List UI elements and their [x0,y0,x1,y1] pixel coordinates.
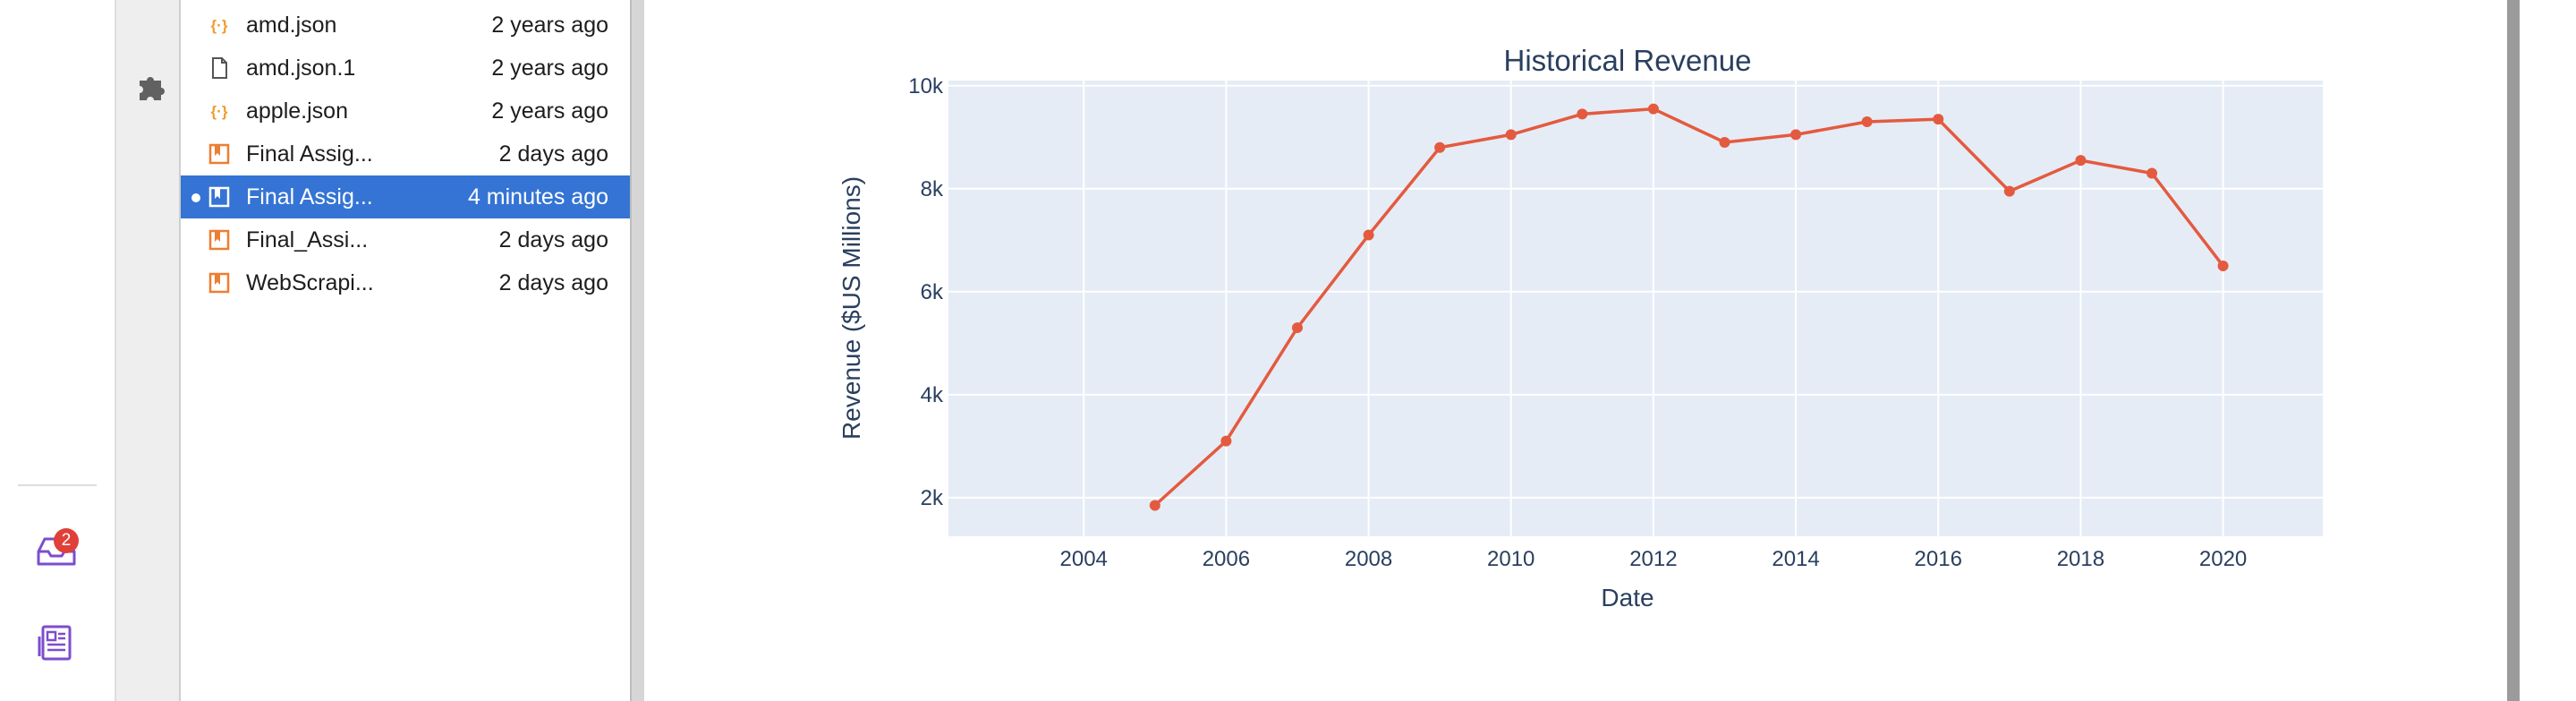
x-tick-label: 2010 [1487,547,1535,571]
data-point[interactable] [1434,141,1446,153]
scrollbar[interactable] [2507,0,2520,701]
revenue-series-markers [1149,103,2229,511]
file-modified: 2 years ago [491,98,608,124]
data-point[interactable] [1647,103,1659,115]
file-list-item[interactable]: amd.json.1 2 years ago [181,47,630,90]
x-axis-label: Date [1601,584,1654,611]
file-name: amd.json.1 [246,56,356,81]
x-tick-label: 2014 [1772,547,1819,571]
file-modified: 4 minutes ago [467,184,608,209]
file-browser: {·} amd.json 2 years ago amd.json.1 2 years … [181,0,630,701]
y-tick-label: 10k [908,74,944,98]
news-button[interactable] [36,622,77,663]
extension-manager-tab[interactable] [134,68,170,104]
data-point[interactable] [2003,185,2015,197]
notebook-output-area: 2004 2006 2008 2010 2012 2014 2016 2018 2020 2k 4k… [644,0,2507,701]
file-list-item[interactable]: WebScrapi... 2 days ago [181,261,630,304]
panel-splitter[interactable] [630,0,644,701]
file-name: Final Assig... [246,141,373,167]
right-gutter [2520,0,2576,701]
svg-text:{·}: {·} [211,103,228,120]
activity-bar: 2 [0,0,115,701]
x-tick-label: 2020 [2199,547,2247,571]
activity-bar-divider [18,484,97,486]
list-icon [136,0,163,7]
data-point[interactable] [1505,129,1517,141]
file-name: WebScrapi... [246,270,374,295]
data-point[interactable] [1861,116,1873,128]
data-point[interactable] [2217,261,2229,272]
data-point[interactable] [1363,229,1374,241]
data-point[interactable] [1149,500,1160,511]
x-tick-label: 2016 [1915,547,1962,571]
file-modified: 2 days ago [498,141,608,167]
file-modified: 2 days ago [498,270,608,295]
newspaper-icon [38,625,72,661]
data-point[interactable] [1291,322,1303,334]
file-icon [208,56,231,80]
notebook-icon [208,185,231,209]
revenue-series-line [1153,107,2224,507]
x-tick-label: 2012 [1629,547,1677,571]
notebook-icon [208,228,231,252]
data-point[interactable] [2075,155,2087,167]
revenue-line-chart: 2004 2006 2008 2010 2012 2014 2016 2018 2020 2k 4k… [837,44,2323,611]
file-modified: 2 days ago [498,227,608,252]
file-list-item[interactable]: Final_Assi... 2 days ago [181,218,630,261]
notification-badge: 2 [54,528,79,553]
data-point[interactable] [1933,114,1944,125]
notebook-icon [208,271,231,295]
notebook-icon [208,142,231,166]
puzzle-icon [140,77,165,100]
y-tick-label: 2k [921,486,944,510]
table-of-contents-tab[interactable] [136,0,163,7]
x-tick-label: 2006 [1203,547,1250,571]
json-icon: {·} [208,13,231,37]
y-tick-label: 6k [921,280,944,304]
file-name: apple.json [246,98,348,124]
file-list-item[interactable]: Final Assig... 4 minutes ago [181,175,630,218]
file-name: Final_Assi... [246,227,369,252]
chart-title: Historical Revenue [1504,44,1752,77]
y-axis-label: Revenue ($US Millions) [837,176,865,440]
axis-ticks: 2004 2006 2008 2010 2012 2014 2016 2018 2020 2k 4k… [908,74,2247,571]
json-icon: {·} [208,99,231,123]
data-point[interactable] [1719,137,1730,149]
unsaved-indicator [191,193,200,202]
file-list-item[interactable]: Final Assig... 2 days ago [181,133,630,175]
inbox-button[interactable]: 2 [34,528,79,573]
file-list-item[interactable]: {·} amd.json 2 years ago [181,4,630,47]
y-tick-label: 4k [921,383,944,407]
file-modified: 2 years ago [491,13,608,38]
grid-lines [948,81,2323,536]
x-tick-label: 2018 [2057,547,2104,571]
x-tick-label: 2004 [1060,547,1108,571]
y-tick-label: 8k [921,177,944,201]
side-tab-strip [115,0,181,701]
svg-text:{·}: {·} [211,17,228,34]
file-list-item[interactable]: {·} apple.json 2 years ago [181,90,630,133]
data-point[interactable] [1577,108,1588,120]
file-name: Final Assig... [246,184,373,209]
file-name: amd.json [246,13,337,38]
plot-background [948,81,2323,536]
data-point[interactable] [1790,129,1802,141]
data-point[interactable] [2146,167,2157,179]
file-modified: 2 years ago [491,56,608,81]
x-tick-label: 2008 [1345,547,1392,571]
data-point[interactable] [1220,435,1232,447]
